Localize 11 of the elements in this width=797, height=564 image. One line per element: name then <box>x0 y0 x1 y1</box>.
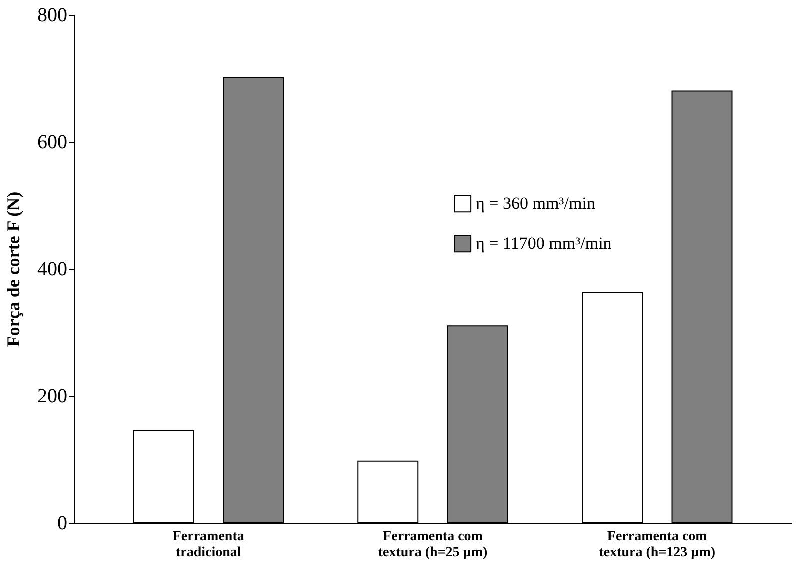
legend-label: η = 360 mm³/min <box>476 194 596 213</box>
y-tick-label: 0 <box>58 512 68 534</box>
y-tick-label: 200 <box>38 386 68 408</box>
y-tick-label: 400 <box>38 258 68 280</box>
legend-label: η = 11700 mm³/min <box>476 234 612 253</box>
y-tick-label: 800 <box>38 4 68 26</box>
x-tick-label: Ferramenta com textura (h=25 µm) <box>378 530 488 560</box>
x-tick-label: Ferramenta tradicional <box>172 530 244 560</box>
x-tick-label: Ferramenta com textura (h=123 µm) <box>599 530 716 560</box>
y-tick-label: 600 <box>38 132 68 154</box>
y-axis-title: Força de corte F (N) <box>4 192 24 348</box>
